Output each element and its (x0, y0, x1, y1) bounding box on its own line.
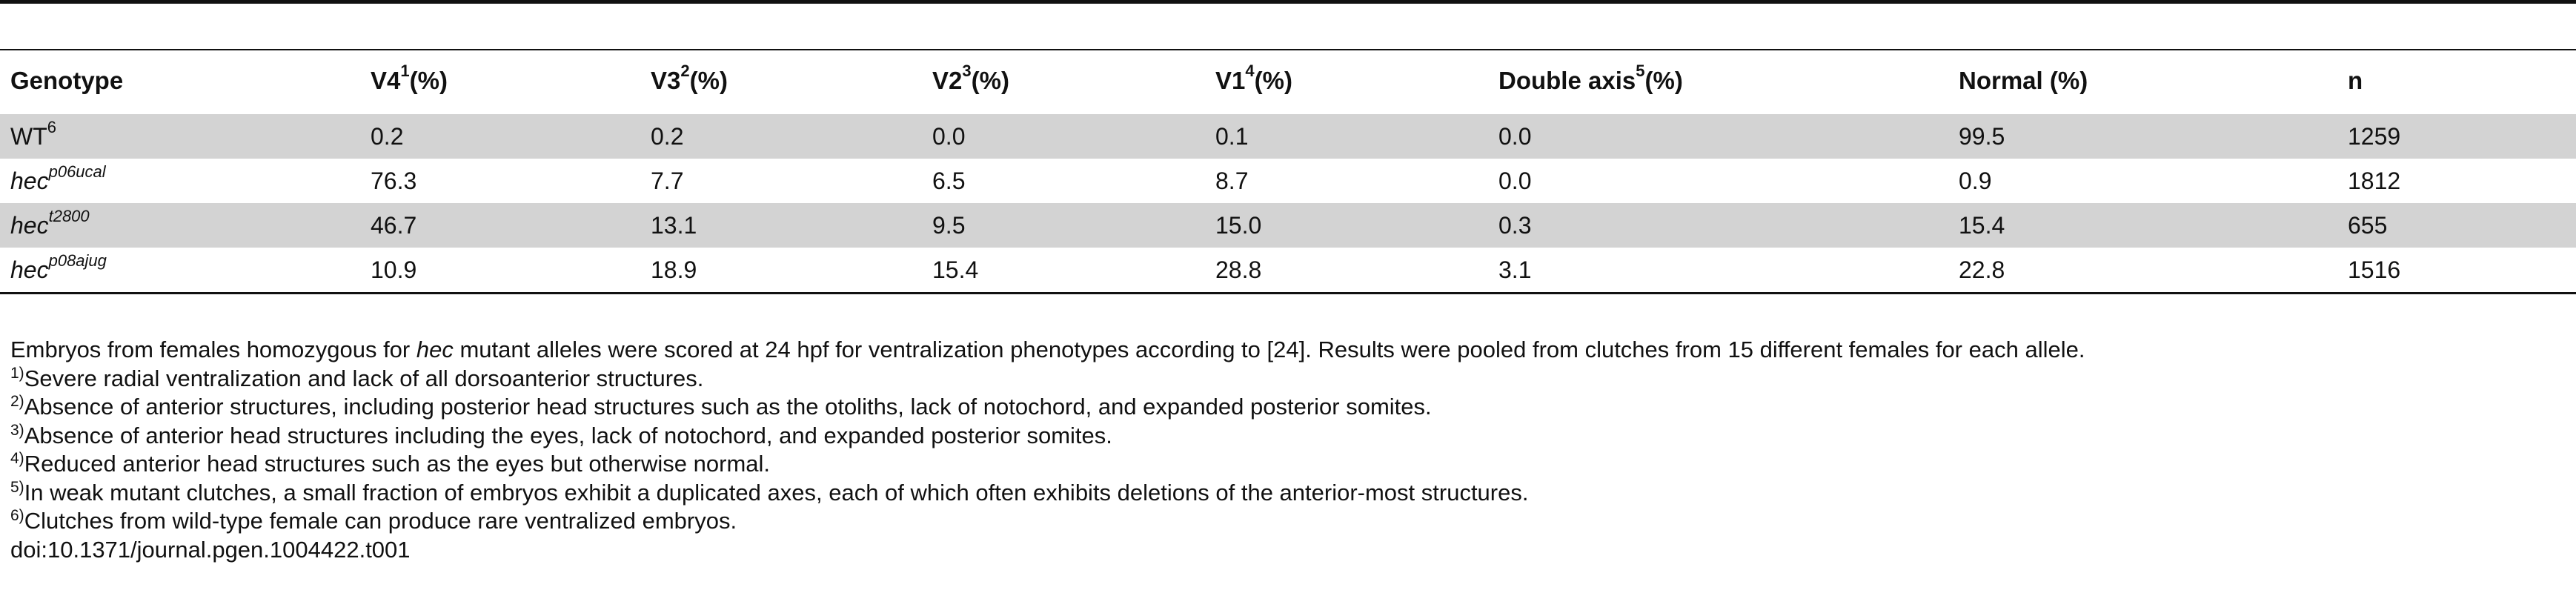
normal-cell: 15.4 (1959, 211, 2005, 239)
footnote: 4)Reduced anterior head structures such … (10, 450, 771, 477)
v1-cell: 0.1 (1215, 122, 1249, 150)
footnote: 2)Absence of anterior structures, includ… (10, 393, 1432, 420)
v1-cell: 15.0 (1215, 211, 1262, 239)
double-axis-cell: 0.0 (1498, 167, 1532, 194)
normal-cell: 0.9 (1959, 167, 1992, 194)
header-top-rule (0, 49, 2576, 50)
header-v3: V3 2 (%) (651, 62, 728, 95)
normal-cell: 99.5 (1959, 122, 2005, 150)
v4-cell: 76.3 (371, 167, 417, 194)
v3-cell: 0.2 (651, 122, 684, 150)
footnote: 5)In weak mutant clutches, a small fract… (10, 478, 1529, 506)
header-v2: V2 3 (%) (932, 62, 1009, 95)
header-v4: V4 1 (%) (371, 62, 448, 95)
table-notes: Embryos from females homozygous for hec … (10, 336, 2567, 564)
table-row: hec t2800 46.7 13.1 9.5 15.0 0.3 15.4 655 (0, 203, 2576, 248)
v2-cell: 15.4 (932, 256, 979, 283)
n-cell: 1812 (2348, 167, 2401, 194)
v4-cell: 46.7 (371, 211, 417, 239)
double-axis-cell: 0.0 (1498, 122, 1532, 150)
footnote: 6)Clutches from wild-type female can pro… (10, 507, 737, 534)
v3-cell: 7.7 (651, 167, 684, 194)
n-cell: 655 (2348, 211, 2388, 239)
table-row: WT 6 0.2 0.2 0.0 0.1 0.0 99.5 1259 (0, 114, 2576, 159)
double-axis-cell: 3.1 (1498, 256, 1532, 283)
genotype-cell: WT 6 (10, 118, 56, 150)
header-n: n (2348, 67, 2363, 94)
v4-cell: 0.2 (371, 122, 404, 150)
header-genotype: Genotype (10, 67, 124, 94)
v3-cell: 13.1 (651, 211, 697, 239)
v4-cell: 10.9 (371, 256, 417, 283)
doi-link[interactable]: doi:10.1371/journal.pgen.1004422.t001 (10, 536, 411, 563)
header-v1: V1 4 (%) (1215, 62, 1292, 95)
genotype-cell: hec t2800 (10, 207, 90, 239)
table-header-row: Genotype V4 1 (%) V3 2 (%) V2 3 (%) V1 4 (%)… (0, 47, 2576, 114)
footnote: 1)Severe radial ventralization and lack … (10, 364, 704, 391)
v3-cell: 18.9 (651, 256, 697, 283)
normal-cell: 22.8 (1959, 256, 2005, 283)
data-table: Genotype V4 1 (%) V3 2 (%) V2 3 (%) V1 4 (%)… (0, 47, 2576, 292)
header-double-axis: Double axis 5 (%) (1498, 62, 1683, 95)
v2-cell: 6.5 (932, 167, 966, 194)
footnote: 3)Absence of anterior head structures in… (10, 421, 1112, 448)
v1-cell: 8.7 (1215, 167, 1249, 194)
n-cell: 1259 (2348, 122, 2401, 150)
double-axis-cell: 0.3 (1498, 211, 1532, 239)
table-row: hec p08ajug 10.9 18.9 15.4 28.8 3.1 22.8 … (0, 248, 2576, 292)
v2-cell: 0.0 (932, 122, 966, 150)
table-caption-note: Embryos from females homozygous for hec … (10, 337, 2085, 362)
genotype-cell: hec p06ucal (10, 162, 106, 194)
genotype-cell: hec p08ajug (10, 251, 107, 283)
table-top-rule (0, 0, 2576, 4)
v2-cell: 9.5 (932, 211, 966, 239)
v1-cell: 28.8 (1215, 256, 1262, 283)
table-bottom-rule (0, 292, 2576, 294)
header-normal: Normal (%) (1959, 67, 2088, 94)
n-cell: 1516 (2348, 256, 2401, 283)
table-row: hec p06ucal 76.3 7.7 6.5 8.7 0.0 0.9 1812 (0, 159, 2576, 203)
